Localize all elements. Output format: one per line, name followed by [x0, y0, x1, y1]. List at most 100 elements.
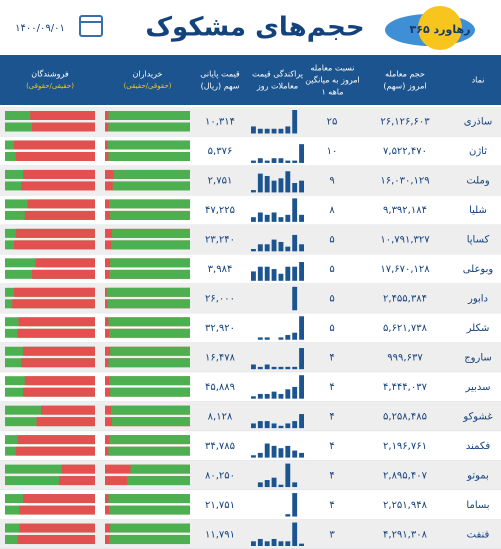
dispersion-bar [299, 180, 304, 193]
dispersion-bar [257, 538, 263, 546]
sellers-bar [59, 476, 95, 486]
ratio: ۴ [329, 470, 334, 481]
dispersion-bar [299, 144, 304, 163]
column-header: فروشندگان [31, 69, 69, 79]
sellers-bar [23, 346, 95, 356]
sellers-bar [61, 464, 95, 474]
buyers-bar [108, 446, 190, 456]
dispersion-bar [264, 160, 270, 163]
dispersion-bar [285, 126, 291, 134]
dispersion-bar [299, 316, 304, 340]
dispersion-bar [278, 128, 284, 134]
volume: ۲,۸۹۵,۴۰۷ [383, 470, 428, 481]
buyers-bar [112, 181, 190, 191]
buyers-bar [110, 387, 190, 397]
dispersion-bar [285, 171, 291, 193]
dispersion-bar [292, 183, 298, 193]
dispersion-bar [299, 262, 304, 281]
buyers-bar [130, 464, 190, 474]
symbol: شلیا [469, 205, 487, 216]
dispersion-bar [271, 180, 277, 193]
dispersion-bar [278, 448, 284, 458]
sellers-bar [23, 494, 95, 504]
dispersion-bar [285, 266, 291, 281]
buyers-bar [107, 140, 190, 150]
volume: ۱۰,۷۹۱,۳۲۷ [380, 235, 430, 246]
volume: ۲,۴۵۵,۳۸۴ [383, 294, 427, 305]
dispersion-bar [278, 241, 284, 252]
ratio: ۵ [329, 294, 334, 305]
price: ۲۳,۲۴۰ [205, 235, 235, 246]
buyers-bar [109, 505, 190, 515]
symbol: سدبیر [465, 382, 491, 393]
dispersion-bar [285, 514, 291, 517]
price: ۸,۱۲۸ [208, 411, 233, 422]
sellers-bar [41, 405, 95, 415]
dispersion-bar [257, 393, 263, 399]
sellers-bar [24, 376, 95, 386]
buyers-bar [110, 258, 190, 268]
buyers-bar [107, 299, 190, 309]
sellers-bar-rest [5, 464, 95, 474]
dispersion-bar [285, 423, 291, 429]
price: ۴۵,۸۸۹ [205, 382, 235, 393]
column-header: خریداران [133, 70, 163, 79]
dispersion-bar [251, 396, 256, 399]
dispersion-bar [285, 160, 291, 163]
dispersion-bar [271, 269, 277, 281]
dispersion-bar [257, 173, 263, 193]
column-header: نسبت معامله [311, 64, 355, 73]
dispersion-bar [292, 198, 298, 222]
column-header: (حقیقی/حقوقی) [26, 82, 74, 90]
dispersion-bar [278, 366, 284, 370]
sellers-bar [15, 228, 95, 238]
sellers-bar [23, 169, 95, 179]
symbol: بموتو [466, 470, 489, 481]
dispersion-bar [292, 286, 298, 311]
buyers-bar [109, 328, 190, 338]
volume: ۲,۲۵۱,۹۴۸ [383, 500, 428, 511]
column-header: حجم معامله [385, 70, 425, 79]
date: ۱۴۰۰/۰۹/۰۱ [15, 23, 65, 34]
dispersion-bar [285, 463, 291, 488]
dispersion-bar [271, 128, 277, 134]
dispersion-bar [264, 541, 270, 546]
ratio: ۴ [329, 352, 334, 363]
symbol: غشوکو [462, 411, 492, 422]
symbol: وملت [466, 176, 489, 187]
dispersion-bar [292, 234, 298, 252]
buyers-bar [109, 269, 190, 279]
price: ۳۴,۷۸۵ [205, 441, 235, 452]
dispersion-bar [278, 337, 284, 340]
buyers-bar [109, 376, 190, 386]
dispersion-bar [257, 421, 263, 429]
column-header: پراکندگی قیمت [252, 69, 303, 79]
volume: ۴,۴۴۴,۰۳۷ [383, 382, 428, 393]
dispersion-bar [271, 538, 277, 546]
dispersion-bar [285, 246, 291, 252]
dispersion-bar [264, 480, 270, 488]
buyers-bar [109, 435, 190, 445]
dispersion-bar [264, 421, 270, 429]
dispersion-bar [278, 393, 284, 399]
sellers-bar [15, 151, 95, 161]
symbol: دابور [467, 294, 488, 305]
buyers-bar [110, 210, 190, 220]
ratio: ۵ [329, 323, 334, 334]
symbol: بساما [466, 500, 489, 511]
dispersion-bar [299, 214, 304, 222]
dispersion-bar [292, 160, 298, 163]
buyers-bar [111, 228, 190, 238]
dispersion-bar [251, 423, 256, 429]
symbol: ساروج [464, 352, 492, 363]
dispersion-bar [278, 273, 284, 281]
dispersion-bar [264, 266, 270, 281]
buyers-bar [108, 494, 190, 504]
sellers-bar [14, 240, 95, 250]
dispersion-bar [292, 332, 298, 340]
dispersion-bar [299, 244, 304, 252]
buyers-bar [127, 476, 190, 486]
sellers-bar [12, 299, 96, 309]
sellers-bar [21, 181, 96, 191]
